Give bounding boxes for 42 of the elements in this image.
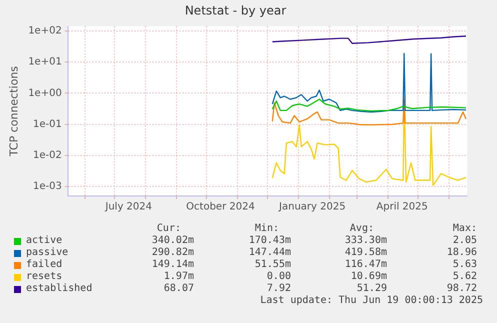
text: 51.29 [356, 283, 387, 295]
text: 5.62 [452, 271, 477, 283]
text: 290.82m [152, 247, 194, 259]
x-tick-label: January 2025 [278, 202, 346, 213]
text: 7.92 [266, 283, 291, 295]
text: 18.96 [446, 247, 477, 259]
legend-label: active [26, 235, 62, 247]
y-tick-label: 1e+01 [28, 56, 62, 68]
y-tick-label: 1e+00 [28, 88, 62, 99]
y-tick-label: 1e-02 [32, 150, 62, 162]
text: 1.97m [164, 271, 194, 283]
y-tick-label: 1e-03 [32, 181, 62, 192]
text: 333.30m [344, 235, 387, 247]
y-tick-label: 1e+02 [28, 26, 62, 37]
legend-label: passive [26, 247, 68, 259]
text: 419.58m [344, 247, 387, 259]
text: 170.43m [248, 235, 291, 247]
text: 0.00 [266, 271, 291, 283]
legend-label: resets [26, 271, 62, 283]
legend-label: failed [26, 259, 62, 271]
text: 68.07 [164, 283, 194, 295]
text: 149.14m [152, 259, 194, 271]
text: 5.63 [452, 259, 477, 271]
text: 2.05 [452, 235, 477, 247]
text: 116.47m [344, 259, 387, 271]
text: 10.69m [350, 271, 387, 283]
text: 340.02m [152, 235, 194, 247]
text: Last update: Thu Jun 19 00:00:13 2025 [260, 295, 483, 307]
chart-title: Netstat - by year [184, 3, 286, 18]
text: 147.44m [248, 247, 291, 259]
text: 51.55m [254, 259, 291, 271]
x-tick-label: April 2025 [376, 202, 428, 213]
text: Avg: [350, 223, 374, 235]
y-tick-label: 1e-01 [32, 118, 62, 130]
text: 98.72 [446, 283, 477, 295]
y-axis-title: TCP connections [7, 66, 20, 158]
text: Max: [452, 223, 477, 235]
legend-label: established [26, 283, 92, 295]
x-tick-label: July 2024 [104, 202, 152, 213]
text: Cur: [156, 223, 181, 235]
x-tick-label: October 2024 [186, 202, 255, 213]
text: Min: [254, 223, 279, 235]
